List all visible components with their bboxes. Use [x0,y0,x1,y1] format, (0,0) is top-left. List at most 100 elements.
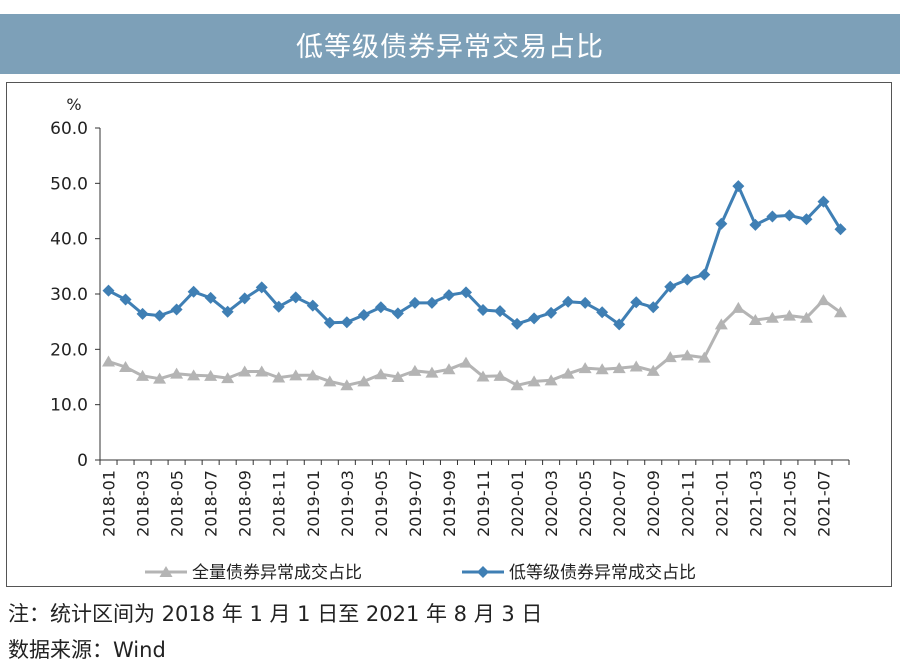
x-tick-label: 2019-03 [338,470,357,537]
data-point-all [629,360,643,372]
x-tick-label: 2018-03 [134,470,153,537]
data-point-all [663,351,677,363]
y-tick-label: 10.0 [50,396,88,416]
data-point-all [493,369,507,381]
data-point-all [153,372,167,384]
y-tick-label: 40.0 [50,230,88,250]
data-point-low [425,296,438,309]
data-point-low [408,296,421,309]
x-tick-label: 2019-01 [304,470,323,537]
y-axis-label: % [66,95,81,114]
data-point-low [187,285,200,298]
x-tick-label: 2020-11 [678,470,697,537]
data-point-low [494,305,507,318]
data-point-all [289,369,303,381]
data-point-low [766,210,779,223]
data-point-all [136,369,150,381]
data-point-low [391,307,404,320]
y-tick-label: 30.0 [50,285,88,305]
data-point-low [681,273,694,286]
x-tick-label: 2018-07 [202,470,221,537]
chart-frame [6,82,892,587]
data-point-all [238,365,252,377]
data-point-low [102,284,115,297]
data-point-low [749,218,762,231]
x-tick-label: 2021-05 [780,470,799,537]
data-point-low [613,318,626,331]
data-point-low [221,305,234,318]
footnote: 注：统计区间为 2018 年 1 月 1 日至 2021 年 8 月 3 日 [8,602,543,626]
data-point-all [425,366,439,378]
x-tick-label: 2020-01 [508,470,527,537]
data-point-low [715,217,728,230]
x-tick-label: 2020-07 [610,470,629,537]
data-point-low [238,292,251,305]
x-tick-label: 2021-01 [712,470,731,537]
data-point-all [340,379,354,391]
source-note: 数据来源：Wind [8,638,166,662]
x-tick-label: 2021-07 [814,470,833,537]
x-tick-label: 2019-11 [474,470,493,537]
data-point-all [476,370,490,382]
data-point-all [187,369,201,381]
data-point-all [612,362,626,374]
data-point-low [289,291,302,304]
x-tick-label: 2021-03 [746,470,765,537]
data-point-low [272,300,285,313]
data-point-all [595,363,609,375]
series-line-all [108,298,842,387]
data-point-all [561,367,575,379]
data-point-low [119,293,132,306]
data-point-low [153,309,166,322]
data-point-low [136,307,149,320]
data-point-low [511,317,524,330]
data-point-low [170,303,183,316]
x-tick-label: 2018-01 [100,470,119,537]
x-tick-label: 2020-03 [542,470,561,537]
data-point-low [340,316,353,329]
data-point-low [698,268,711,281]
data-point-all [119,361,133,373]
x-tick-label: 2018-11 [270,470,289,537]
data-point-low [647,301,660,314]
data-point-low [783,209,796,222]
x-tick-label: 2020-09 [644,470,663,537]
data-point-low [732,180,745,193]
data-point-low [255,281,268,294]
x-tick-label: 2020-05 [576,470,595,537]
data-point-all [697,351,711,363]
data-point-low [630,296,643,309]
data-point-low [477,304,490,317]
data-point-low [562,295,575,308]
data-point-all [374,368,388,380]
legend-marker-low [477,566,489,578]
chart-title: 低等级债券异常交易占比 [296,31,604,63]
x-tick-label: 2019-09 [440,470,459,537]
legend-label-low: 低等级债券异常成交占比 [509,563,696,583]
data-point-low [817,195,830,208]
line-chart: 0 10.0 20.0 30.0 40.0 50.0 60.0% 2018-01 2018-03… [50,95,850,583]
data-point-all [799,311,813,323]
data-point-all [748,314,762,326]
y-tick-label: 20.0 [50,340,88,360]
data-point-all [544,374,558,386]
data-point-all [459,356,473,368]
legend-label-all: 全量债券异常成交占比 [192,563,362,583]
data-point-low [459,286,472,299]
data-point-all [204,369,218,381]
data-point-low [306,299,319,312]
data-point-low [800,213,813,226]
data-point-low [528,312,541,325]
title-banner: 低等级债券异常交易占比 [0,14,900,74]
data-point-all [646,364,660,376]
x-tick-label: 2019-05 [372,470,391,537]
data-point-all [816,294,830,306]
data-point-all [714,318,728,330]
data-point-low [357,309,370,322]
data-point-all [833,306,847,318]
y-tick-label: 0 [77,451,88,471]
data-point-all [323,375,337,387]
data-point-low [204,291,217,304]
data-point-all [527,375,541,387]
data-point-low [596,306,609,319]
